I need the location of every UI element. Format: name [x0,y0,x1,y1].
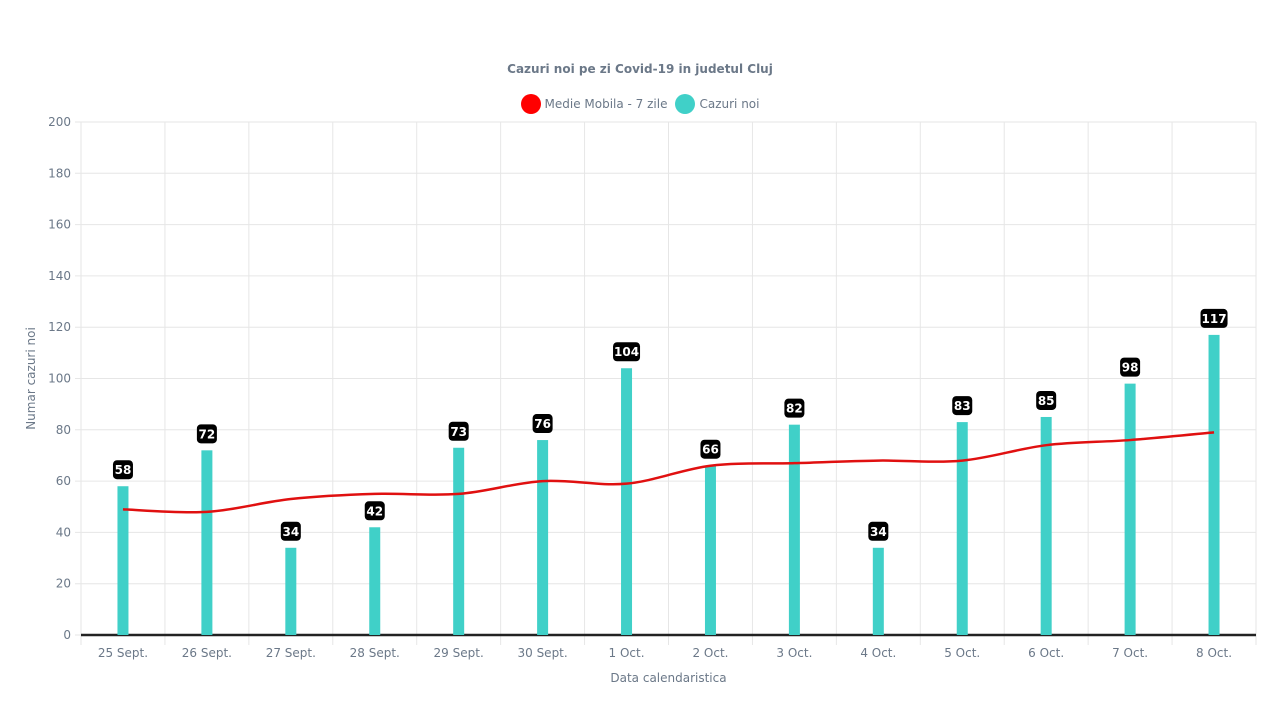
data-label: 85 [1038,394,1055,408]
x-tick-label: 7 Oct. [1112,646,1148,660]
legend-label-moving-average: Medie Mobila - 7 zile [544,97,668,111]
x-tick-label: 28 Sept. [350,646,400,660]
bar [1208,334,1220,635]
data-label: 117 [1202,312,1227,326]
bar [704,465,716,635]
y-tick-label: 200 [48,115,71,129]
data-label: 34 [870,525,887,539]
y-tick-label: 40 [56,525,71,539]
x-tick-label: 30 Sept. [517,646,567,660]
data-label-box [448,421,469,441]
x-tick-label: 25 Sept. [98,646,148,660]
bar [453,447,465,635]
bar [788,424,800,635]
data-label-box [364,501,385,521]
data-label-box [952,396,973,416]
legend-label-new-cases: Cazuri noi [699,97,760,111]
data-label-box [868,521,889,541]
x-tick-label: 5 Oct. [944,646,980,660]
x-tick-label: 26 Sept. [182,646,232,660]
bar [537,440,549,635]
legend: Medie Mobila - 7 zile Cazuri noi [0,94,1280,114]
data-label-box [532,414,553,434]
y-axis-title: Numar cazuri noi [24,327,38,430]
y-tick-label: 120 [48,320,71,334]
bar [201,450,213,635]
data-label-box [784,398,805,418]
bar [872,547,884,635]
data-label: 73 [450,425,467,439]
x-tick-label: 29 Sept. [434,646,484,660]
data-label-box [1200,308,1228,328]
bar [1124,383,1136,635]
y-tick-label: 80 [56,423,71,437]
y-tick-label: 160 [48,218,71,232]
data-label: 98 [1122,361,1139,375]
data-label: 72 [199,427,216,441]
legend-item-moving-average[interactable]: Medie Mobila - 7 zile [520,94,668,114]
x-tick-label: 27 Sept. [266,646,316,660]
data-label-box [280,521,301,541]
x-tick-label: 2 Oct. [692,646,728,660]
x-tick-label: 3 Oct. [776,646,812,660]
data-label-box [1120,357,1141,377]
data-label-box [613,342,641,362]
data-label: 83 [954,399,971,413]
x-tick-label: 1 Oct. [609,646,645,660]
legend-swatch-moving-average [520,94,541,114]
y-tick-label: 20 [56,577,71,591]
data-label-box [112,460,133,480]
data-label: 66 [702,443,719,457]
y-tick-label: 60 [56,474,71,488]
data-label: 34 [282,525,299,539]
bar [285,547,297,635]
legend-swatch-new-cases [675,94,696,114]
x-tick-label: 8 Oct. [1196,646,1232,660]
y-tick-label: 140 [48,269,71,283]
data-label: 42 [366,504,383,518]
legend-item-new-cases[interactable]: Cazuri noi [675,94,759,114]
bar [117,486,129,635]
data-label-box [1036,390,1057,410]
data-label: 76 [534,417,551,431]
data-label: 82 [786,402,803,416]
data-label-box [700,439,721,459]
x-tick-label: 6 Oct. [1028,646,1064,660]
data-label-box [196,424,217,444]
y-tick-label: 0 [63,628,71,642]
x-tick-label: 4 Oct. [860,646,896,660]
bar [621,368,633,635]
bar [1040,416,1052,635]
moving-average-line [122,431,1215,514]
y-tick-label: 180 [48,166,71,180]
x-axis-title: Data calendaristica [610,671,726,685]
bar [956,422,968,635]
chart-title: Cazuri noi pe zi Covid-19 in judetul Clu… [507,62,773,76]
bar [369,527,381,635]
y-tick-label: 100 [48,372,71,386]
data-label: 104 [614,345,639,359]
data-label: 58 [115,463,132,477]
